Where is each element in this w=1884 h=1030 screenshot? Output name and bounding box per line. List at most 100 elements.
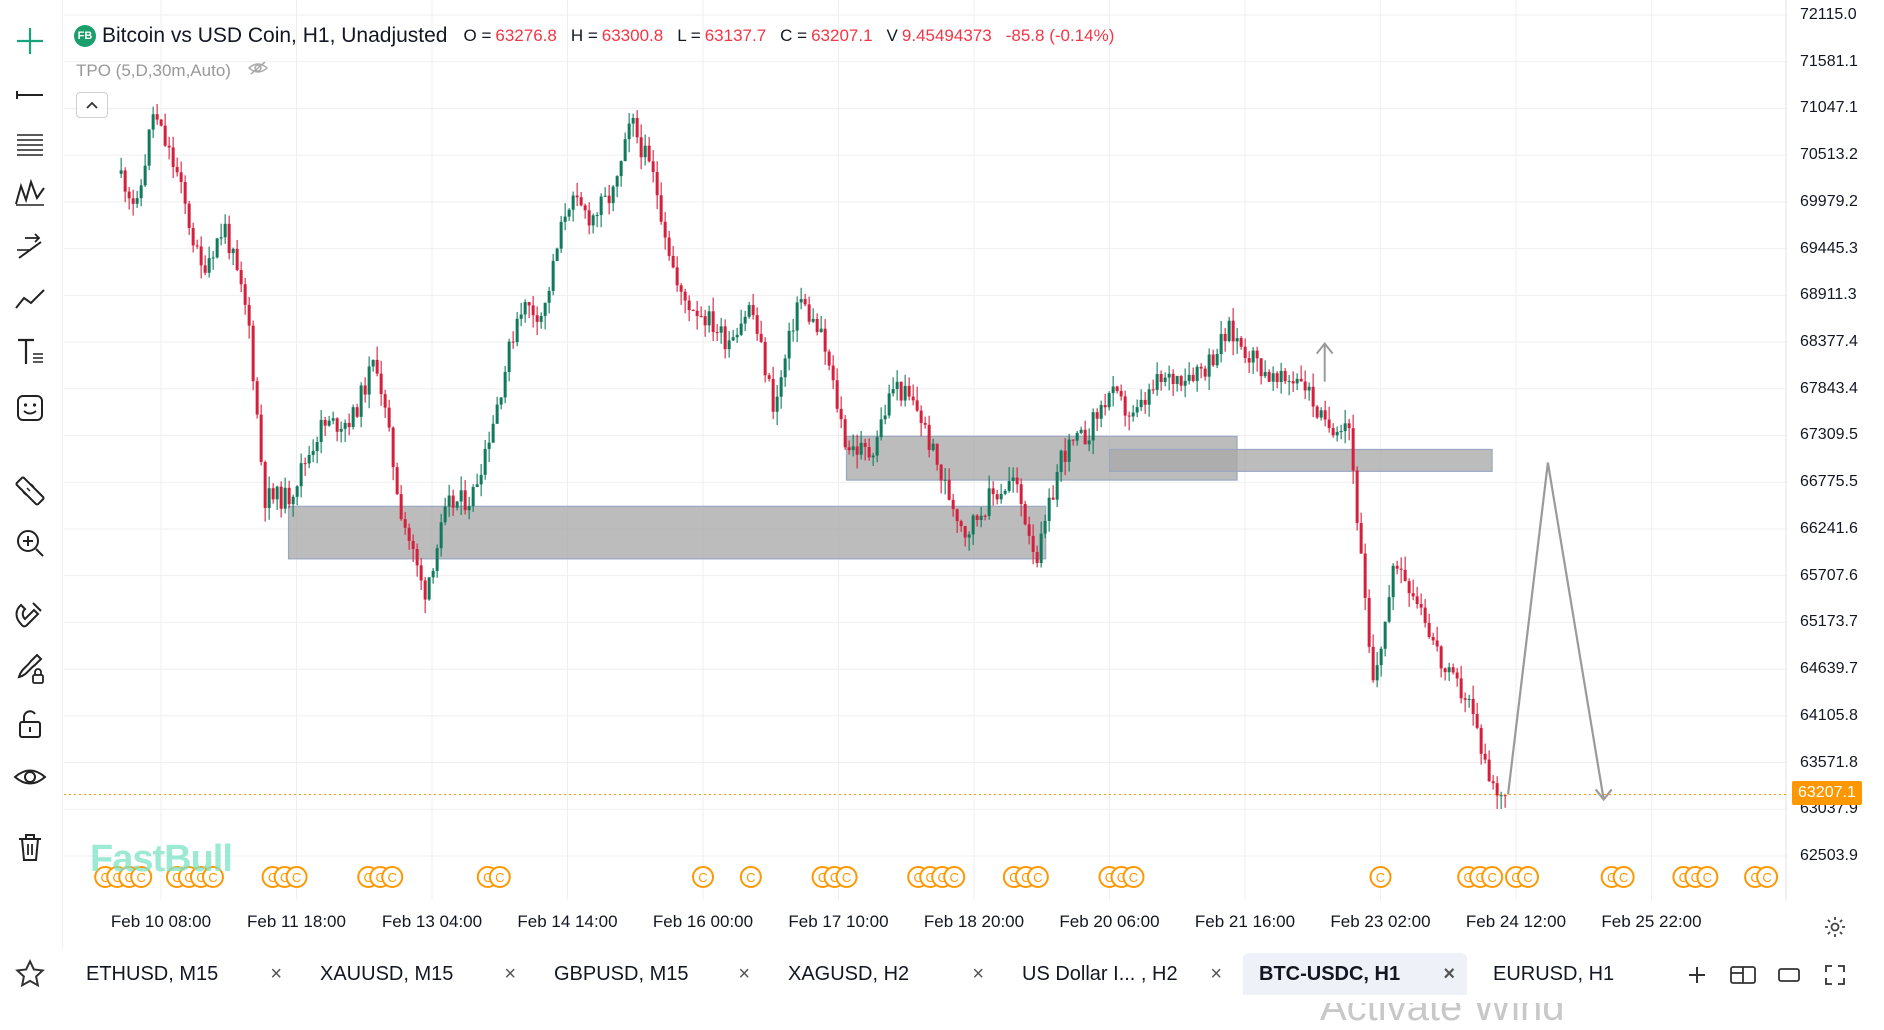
symbol-tab[interactable]: ETHUSD, M15 × bbox=[70, 953, 294, 995]
price-axis[interactable]: 72115.0 71581.1 71047.1 70513.2 69979.2 69445… bbox=[1786, 0, 1884, 900]
close-tab-icon[interactable]: × bbox=[504, 962, 516, 985]
close-tab-icon[interactable]: × bbox=[1210, 962, 1222, 985]
indicator-row[interactable]: TPO (5,D,30m,Auto) bbox=[76, 60, 269, 81]
candle-body bbox=[255, 381, 259, 415]
projection-icon[interactable] bbox=[7, 226, 53, 268]
candle-body bbox=[1499, 795, 1503, 797]
symbol-tab-label: BTC-USDC, H1 bbox=[1259, 962, 1401, 985]
candle-body bbox=[851, 446, 855, 451]
economic-event-icon bbox=[1122, 866, 1145, 888]
candle-body bbox=[1415, 596, 1419, 605]
close-tab-icon[interactable]: × bbox=[270, 962, 282, 985]
settings-gear-icon[interactable] bbox=[1820, 912, 1850, 942]
time-tick: Feb 14 14:00 bbox=[517, 912, 618, 931]
close-tab-icon[interactable]: × bbox=[1443, 962, 1455, 985]
candle-body bbox=[1387, 597, 1391, 622]
add-tab-button[interactable] bbox=[1680, 958, 1714, 992]
candle-body bbox=[283, 487, 287, 509]
layout-button[interactable] bbox=[1726, 958, 1760, 992]
pattern-icon[interactable] bbox=[7, 172, 53, 214]
candle-body bbox=[1335, 431, 1339, 436]
candle-body bbox=[871, 455, 875, 458]
candle-body bbox=[231, 248, 235, 254]
horizontal-line-icon[interactable] bbox=[7, 74, 53, 116]
candle-body bbox=[275, 486, 279, 500]
fullscreen-button[interactable] bbox=[1818, 958, 1852, 992]
zoom-in-icon[interactable] bbox=[7, 522, 53, 564]
candle-body bbox=[847, 447, 851, 451]
symbol-tab[interactable]: GBPUSD, M15 × bbox=[538, 953, 762, 995]
candle-body bbox=[427, 577, 431, 600]
candle-body bbox=[443, 506, 447, 523]
candle-body bbox=[1155, 374, 1159, 390]
event-marker-glyph: C bbox=[113, 870, 122, 885]
emoji-icon[interactable] bbox=[7, 387, 53, 429]
supply-demand-zone bbox=[1108, 448, 1493, 472]
candle-body bbox=[155, 114, 159, 120]
lock-icon[interactable] bbox=[7, 703, 53, 745]
trend-line-icon[interactable] bbox=[7, 278, 53, 320]
candle-body bbox=[1087, 440, 1091, 445]
candle-body bbox=[807, 304, 811, 322]
candle-body bbox=[947, 479, 951, 500]
candle-body bbox=[779, 377, 783, 397]
candle-body bbox=[463, 490, 467, 511]
candle-body bbox=[631, 117, 635, 124]
ruler-icon[interactable] bbox=[7, 470, 53, 512]
symbol-tab[interactable]: US Dollar I... , H2 × bbox=[1006, 953, 1234, 995]
candle-body bbox=[239, 270, 243, 285]
candle-body bbox=[363, 385, 367, 395]
candle-body bbox=[1371, 646, 1375, 681]
candle-body bbox=[771, 378, 775, 412]
window-button[interactable] bbox=[1772, 958, 1806, 992]
favorite-star-icon[interactable] bbox=[10, 954, 50, 994]
fib-retracement-icon[interactable] bbox=[7, 122, 53, 164]
close-tab-icon[interactable]: × bbox=[972, 962, 984, 985]
candle-body bbox=[1479, 727, 1483, 754]
candle-body bbox=[1019, 484, 1023, 504]
candle-body bbox=[815, 318, 819, 332]
eye-icon[interactable] bbox=[7, 756, 53, 798]
candle-body bbox=[1359, 523, 1363, 554]
candle-body bbox=[983, 515, 987, 517]
trash-icon[interactable] bbox=[7, 826, 53, 868]
close-tab-icon[interactable]: × bbox=[738, 962, 750, 985]
magnet-icon[interactable] bbox=[7, 594, 53, 636]
candle-body bbox=[831, 365, 835, 381]
candle-body bbox=[1291, 381, 1295, 384]
candle-body bbox=[1139, 399, 1143, 408]
candle-body bbox=[219, 237, 223, 239]
candle-body bbox=[951, 499, 955, 510]
crosshair-icon[interactable] bbox=[7, 20, 53, 62]
collapse-legend-button[interactable] bbox=[76, 92, 108, 118]
symbol-tab[interactable]: XAGUSD, H2 × bbox=[772, 953, 996, 995]
symbol-tab[interactable]: XAUUSD, M15 × bbox=[304, 953, 528, 995]
text-tool-icon[interactable] bbox=[7, 330, 53, 372]
price-tick: 69979.2 bbox=[1800, 192, 1858, 210]
brush-lock-icon[interactable] bbox=[7, 647, 53, 689]
candle-body bbox=[575, 195, 579, 198]
projection-path bbox=[1506, 462, 1605, 800]
candle-body bbox=[411, 540, 415, 549]
symbol-tab[interactable]: EURUSD, H1 bbox=[1477, 953, 1647, 995]
candle-body bbox=[903, 385, 907, 401]
event-marker-glyph: C bbox=[1679, 870, 1688, 885]
eye-hidden-icon[interactable] bbox=[247, 60, 269, 81]
candle-body bbox=[759, 333, 763, 342]
candle-body bbox=[1271, 373, 1275, 382]
event-marker-glyph: C bbox=[125, 870, 134, 885]
candle-body bbox=[499, 397, 503, 405]
candle-body bbox=[483, 448, 487, 475]
event-marker-glyph: C bbox=[1475, 870, 1484, 885]
candle-body bbox=[763, 341, 767, 376]
indicator-label[interactable]: TPO (5,D,30m,Auto) bbox=[76, 60, 231, 80]
chart-title[interactable]: Bitcoin vs USD Coin, H1, Unadjusted bbox=[102, 24, 448, 47]
time-tick: Feb 23 02:00 bbox=[1330, 912, 1431, 931]
symbol-tab[interactable]: BTC-USDC, H1 × bbox=[1243, 953, 1467, 995]
candle-body bbox=[875, 437, 879, 456]
candle-body bbox=[987, 488, 991, 516]
candle-body bbox=[787, 330, 791, 359]
price-tick: 70513.2 bbox=[1800, 146, 1858, 164]
